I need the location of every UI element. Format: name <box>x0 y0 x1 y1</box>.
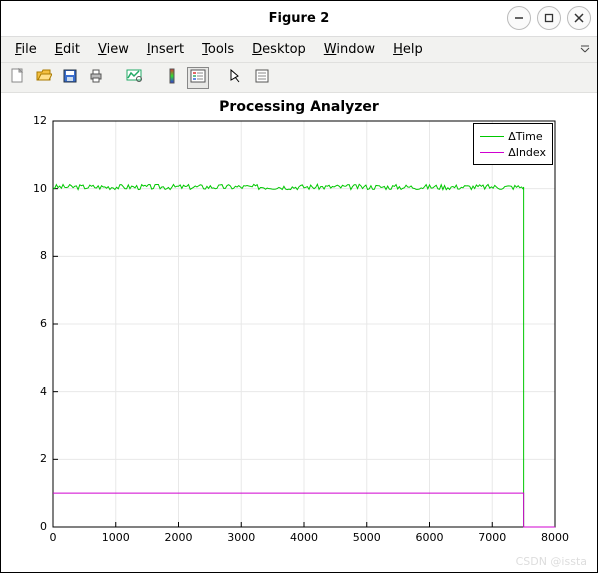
menu-overflow-icon[interactable] <box>579 43 591 59</box>
link-plot-button[interactable] <box>123 67 145 89</box>
save-figure-icon <box>62 68 78 88</box>
toolbar <box>1 63 597 93</box>
legend[interactable]: ΔTime ΔIndex <box>473 123 553 165</box>
legend-swatch <box>480 136 504 137</box>
x-tick-label: 1000 <box>96 531 136 544</box>
x-tick-label: 6000 <box>410 531 450 544</box>
x-tick-label: 2000 <box>159 531 199 544</box>
new-figure-icon <box>10 68 26 88</box>
menu-tools[interactable]: Tools <box>194 39 242 60</box>
edit-plot-icon <box>228 68 244 88</box>
open-property-inspector-button[interactable] <box>251 67 273 89</box>
save-figure-button[interactable] <box>59 67 81 89</box>
open-property-inspector-icon <box>254 68 270 88</box>
legend-item[interactable]: ΔTime <box>480 128 546 144</box>
y-tick-label: 8 <box>17 249 47 262</box>
insert-legend-button[interactable] <box>187 67 209 89</box>
legend-label: ΔIndex <box>508 146 546 159</box>
new-figure-button[interactable] <box>7 67 29 89</box>
menu-window[interactable]: Window <box>316 39 383 60</box>
maximize-button[interactable] <box>537 6 561 30</box>
y-tick-label: 4 <box>17 385 47 398</box>
menu-desktop[interactable]: Desktop <box>244 39 314 60</box>
titlebar: Figure 2 <box>1 1 597 37</box>
legend-item[interactable]: ΔIndex <box>480 144 546 160</box>
x-tick-label: 5000 <box>347 531 387 544</box>
print-figure-button[interactable] <box>85 67 107 89</box>
x-tick-label: 7000 <box>472 531 512 544</box>
y-tick-label: 6 <box>17 317 47 330</box>
minimize-button[interactable] <box>507 6 531 30</box>
y-tick-label: 2 <box>17 452 47 465</box>
x-tick-label: 8000 <box>535 531 575 544</box>
edit-plot-button[interactable] <box>225 67 247 89</box>
watermark: CSDN @issta <box>516 555 587 568</box>
titlebar-controls <box>507 6 591 30</box>
x-tick-label: 4000 <box>284 531 324 544</box>
figure-window: Figure 2 FileEditViewInsertToolsDesktopW… <box>0 0 598 573</box>
y-tick-label: 10 <box>17 182 47 195</box>
menu-edit[interactable]: Edit <box>47 39 88 60</box>
insert-legend-icon <box>190 68 206 88</box>
insert-colorbar-icon <box>164 68 180 88</box>
x-tick-label: 0 <box>33 531 73 544</box>
menu-view[interactable]: View <box>90 39 137 60</box>
legend-swatch <box>480 152 504 153</box>
menu-insert[interactable]: Insert <box>139 39 192 60</box>
open-file-icon <box>36 68 52 88</box>
insert-colorbar-button[interactable] <box>161 67 183 89</box>
legend-label: ΔTime <box>508 130 542 143</box>
menubar: FileEditViewInsertToolsDesktopWindowHelp <box>1 37 597 63</box>
x-tick-label: 3000 <box>221 531 261 544</box>
window-title: Figure 2 <box>269 11 330 26</box>
close-button[interactable] <box>567 6 591 30</box>
y-tick-label: 12 <box>17 114 47 127</box>
open-file-button[interactable] <box>33 67 55 89</box>
link-plot-icon <box>126 68 142 88</box>
menu-file[interactable]: File <box>7 39 45 60</box>
figure-area: Processing Analyzer 024681012 0100020003… <box>1 93 597 572</box>
menu-help[interactable]: Help <box>385 39 431 60</box>
print-figure-icon <box>88 68 104 88</box>
